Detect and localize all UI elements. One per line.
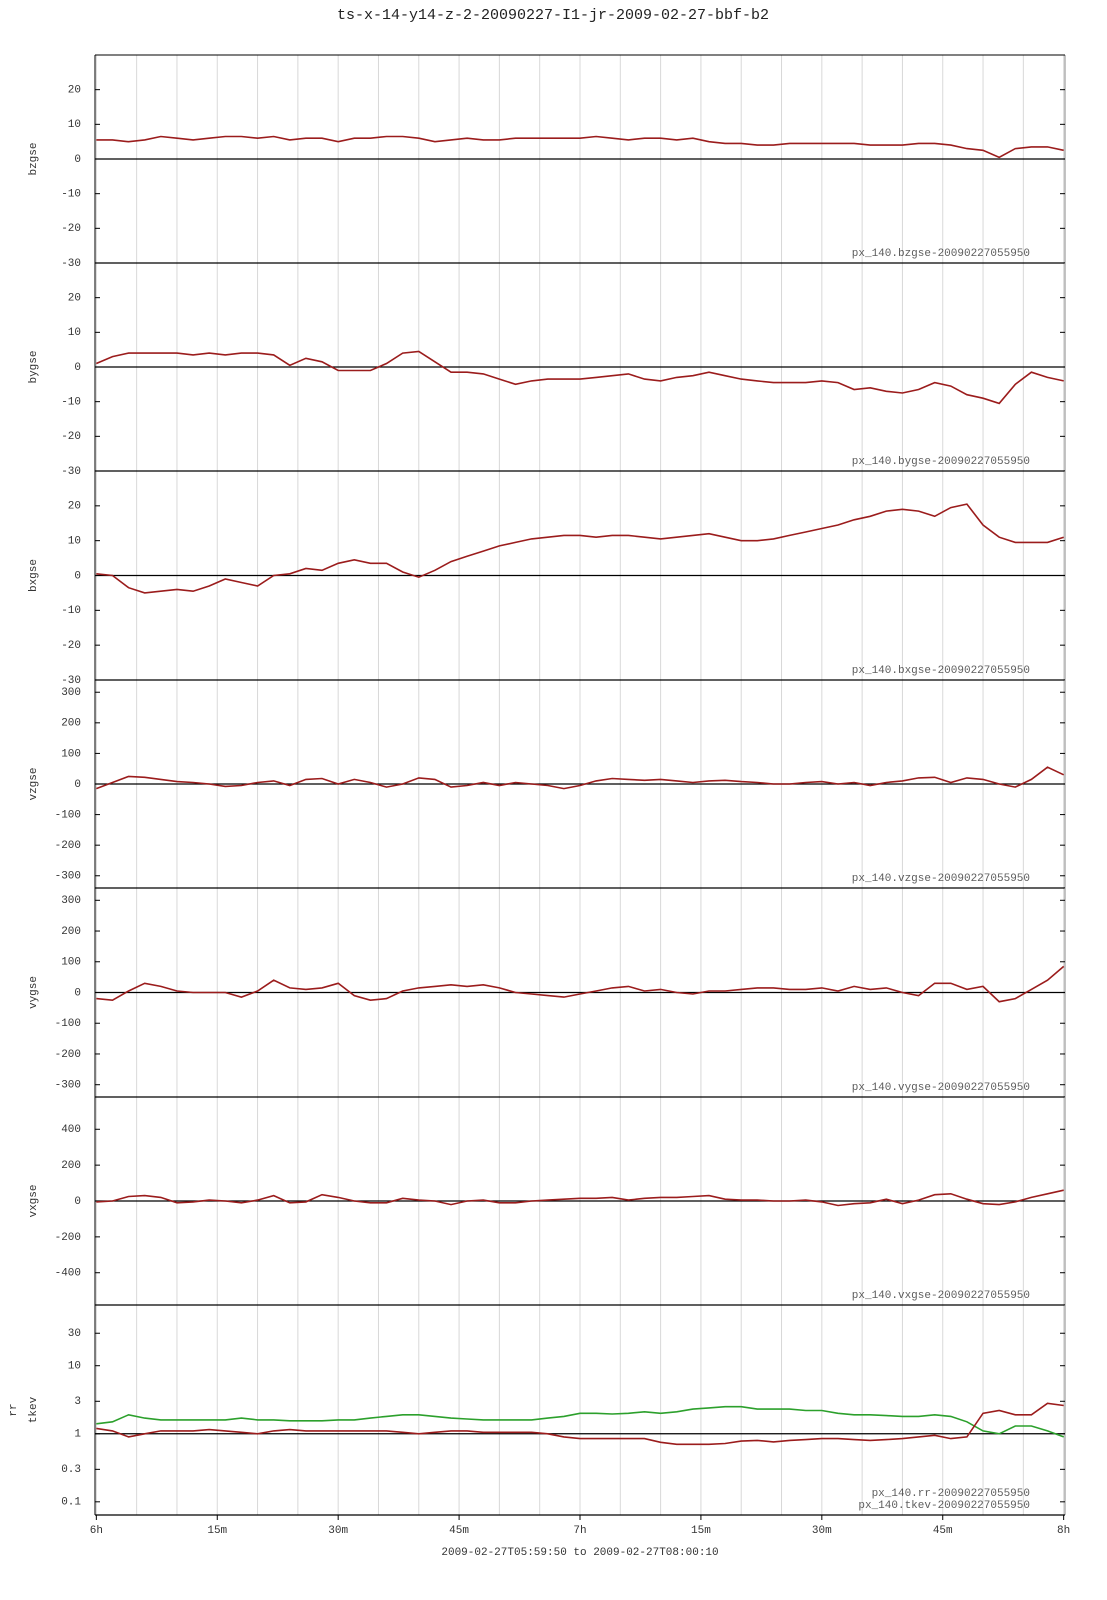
y-axis-label: tkev bbox=[28, 1396, 40, 1423]
y-tick-label: -200 bbox=[55, 1049, 81, 1061]
x-tick-label: 30m bbox=[812, 1525, 832, 1537]
series-line bbox=[96, 1402, 1064, 1446]
y-tick-label: 20 bbox=[68, 85, 81, 97]
y-tick-label: 300 bbox=[61, 895, 81, 907]
y-tick-label: 30 bbox=[68, 1328, 81, 1340]
y-axis-label: vxgse bbox=[28, 1184, 40, 1217]
y-tick-label: 300 bbox=[61, 687, 81, 699]
y-tick-label: 0 bbox=[74, 154, 81, 166]
y-tick-label: -20 bbox=[61, 640, 81, 652]
legend-label: px_140.vzgse-20090227055950 bbox=[852, 873, 1030, 885]
series-line bbox=[96, 503, 1064, 594]
y-tick-label: 400 bbox=[61, 1124, 81, 1136]
y-axis-label: bygse bbox=[28, 350, 40, 383]
x-tick-label: 45m bbox=[933, 1525, 953, 1537]
y-tick-label: -100 bbox=[55, 1018, 81, 1030]
series-line bbox=[96, 965, 1065, 1003]
y-tick-label: 0 bbox=[74, 1196, 81, 1208]
x-tick-label: 8h bbox=[1057, 1525, 1070, 1537]
y-axis-label: bxgse bbox=[28, 559, 40, 592]
y-tick-label: 10 bbox=[68, 1361, 81, 1373]
y-tick-label: 0.1 bbox=[61, 1497, 81, 1509]
x-tick-label: 6h bbox=[90, 1525, 103, 1537]
series-line bbox=[96, 1405, 1064, 1438]
y-tick-label: -30 bbox=[61, 258, 81, 270]
y-tick-label: -300 bbox=[55, 871, 81, 883]
x-tick-label: 45m bbox=[449, 1525, 469, 1537]
y-tick-label: 200 bbox=[61, 926, 81, 938]
y-tick-label: -30 bbox=[61, 675, 81, 687]
y-tick-label: 100 bbox=[61, 957, 81, 969]
y-axis-label: bzgse bbox=[28, 142, 40, 175]
y-tick-label: 0 bbox=[74, 987, 81, 999]
y-tick-label: 10 bbox=[68, 536, 81, 548]
series-line bbox=[96, 766, 1065, 790]
x-tick-label: 15m bbox=[207, 1525, 227, 1537]
x-tick-label: 30m bbox=[328, 1525, 348, 1537]
chart-title: ts-x-14-y14-z-2-20090227-I1-jr-2009-02-2… bbox=[337, 7, 769, 24]
legend-label: px_140.bxgse-20090227055950 bbox=[852, 665, 1030, 677]
series-line bbox=[95, 350, 1064, 405]
y-tick-label: -300 bbox=[55, 1080, 81, 1092]
y-axis-label: vzgse bbox=[28, 767, 40, 800]
y-tick-label: 0 bbox=[74, 779, 81, 791]
y-axis-label: rr bbox=[8, 1403, 20, 1416]
y-tick-label: 200 bbox=[61, 718, 81, 730]
legend-label: px_140.vygse-20090227055950 bbox=[852, 1082, 1030, 1094]
y-tick-label: 200 bbox=[61, 1160, 81, 1172]
y-tick-label: -10 bbox=[61, 605, 81, 617]
legend-label: px_140.rr-20090227055950 bbox=[872, 1488, 1030, 1500]
y-tick-label: 0 bbox=[74, 570, 81, 582]
y-tick-label: -200 bbox=[55, 1232, 81, 1244]
legend-label: px_140.tkev-20090227055950 bbox=[858, 1500, 1030, 1512]
series-line bbox=[96, 135, 1064, 159]
y-tick-label: 20 bbox=[68, 501, 81, 513]
y-tick-label: -400 bbox=[55, 1268, 81, 1280]
y-tick-label: -200 bbox=[55, 840, 81, 852]
legend-label: px_140.bygse-20090227055950 bbox=[852, 456, 1030, 468]
y-tick-label: 10 bbox=[68, 327, 81, 339]
y-tick-label: 100 bbox=[61, 748, 81, 760]
x-axis-label: 2009-02-27T05:59:50 to 2009-02-27T08:00:… bbox=[441, 1547, 718, 1559]
y-tick-label: 0.3 bbox=[61, 1464, 81, 1476]
y-tick-label: -20 bbox=[61, 223, 81, 235]
y-tick-label: 0 bbox=[74, 362, 81, 374]
series-line bbox=[96, 1189, 1064, 1207]
y-tick-label: -10 bbox=[61, 189, 81, 201]
y-tick-label: 10 bbox=[68, 119, 81, 131]
legend-label: px_140.bzgse-20090227055950 bbox=[852, 248, 1030, 260]
y-tick-label: -100 bbox=[55, 809, 81, 821]
y-tick-label: 1 bbox=[74, 1429, 81, 1441]
y-tick-label: -30 bbox=[61, 466, 81, 478]
legend-label: px_140.vxgse-20090227055950 bbox=[852, 1290, 1030, 1302]
y-tick-label: 3 bbox=[74, 1396, 81, 1408]
y-tick-label: -20 bbox=[61, 431, 81, 443]
y-tick-label: -10 bbox=[61, 397, 81, 409]
x-tick-label: 7h bbox=[573, 1525, 586, 1537]
y-axis-label: vygse bbox=[28, 976, 40, 1009]
y-tick-label: 20 bbox=[68, 293, 81, 305]
x-tick-label: 15m bbox=[691, 1525, 711, 1537]
